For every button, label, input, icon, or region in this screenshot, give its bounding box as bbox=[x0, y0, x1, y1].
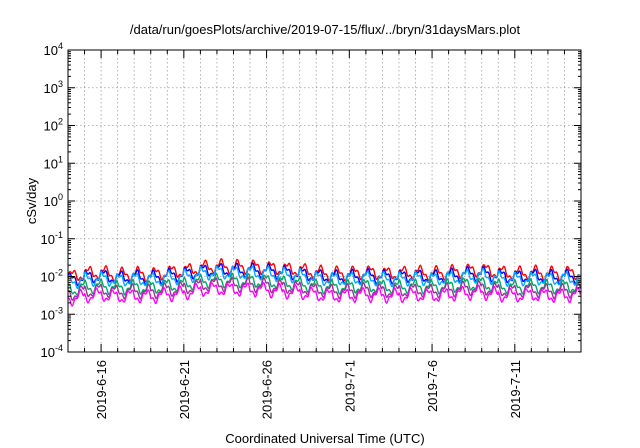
x-tick-label: 2019-6-16 bbox=[94, 360, 109, 419]
y-tick-label: 10-2 bbox=[41, 268, 63, 285]
y-tick-labels: 10-4 10-3 10-2 10-1 100 101 102 103 104 bbox=[41, 41, 63, 360]
y-tick-label: 100 bbox=[44, 192, 63, 209]
series-line-6 bbox=[67, 282, 581, 307]
y-tick-label: 102 bbox=[44, 117, 63, 134]
y-tick-label: 10-3 bbox=[41, 305, 63, 322]
x-tick-label: 2019-6-26 bbox=[260, 360, 275, 419]
x-axis-label: Coordinated Universal Time (UTC) bbox=[225, 431, 424, 446]
y-tick-label: 10-4 bbox=[41, 343, 63, 360]
y-tick-label: 101 bbox=[44, 154, 63, 171]
x-tick-label: 2019-7-11 bbox=[508, 360, 523, 418]
chart-title: /data/run/goesPlots/archive/2019-07-15/f… bbox=[130, 22, 521, 37]
grid bbox=[68, 50, 581, 352]
series-layer bbox=[67, 258, 581, 307]
series-line-1 bbox=[67, 258, 581, 283]
ticks bbox=[68, 49, 581, 353]
y-tick-label: 103 bbox=[44, 79, 63, 96]
x-tick-label: 2019-7-6 bbox=[425, 360, 440, 412]
y-tick-label: 104 bbox=[44, 41, 63, 58]
x-tick-labels: 2019-6-16 2019-6-21 2019-6-26 2019-7-1 2019-… bbox=[94, 360, 523, 419]
x-tick-label: 2019-7-1 bbox=[342, 360, 357, 412]
series-line-4 bbox=[67, 272, 581, 296]
x-tick-label: 2019-6-21 bbox=[177, 360, 192, 419]
y-axis-label: cSv/day bbox=[24, 177, 39, 224]
y-tick-label: 10-1 bbox=[41, 230, 63, 247]
series-line-3 bbox=[67, 265, 581, 290]
